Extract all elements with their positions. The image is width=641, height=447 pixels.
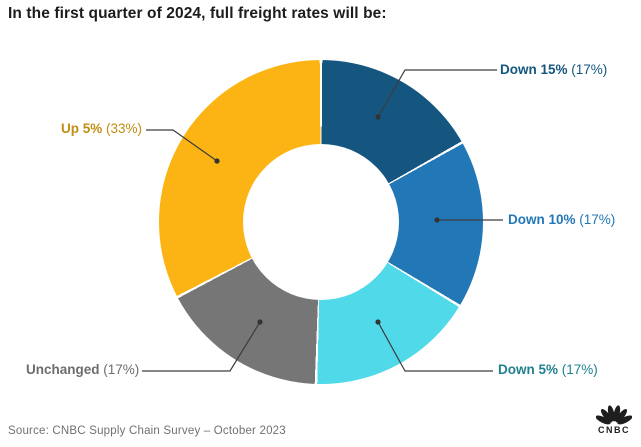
chart-title: In the first quarter of 2024, full freig… <box>8 5 387 22</box>
segment-label-up-5: Up 5% (33%) <box>52 121 142 136</box>
segment-name: Up 5% <box>60 121 103 136</box>
segment-name: Down 10% <box>508 212 576 227</box>
source-text: Source: CNBC Supply Chain Survey – Octob… <box>8 425 286 437</box>
segment-name: Unchanged <box>26 362 100 377</box>
segment-label-down-10: Down 10% (17%) <box>508 212 615 227</box>
cnbc-wordmark: CNBC <box>598 425 630 435</box>
segment-name: Down 5% <box>498 362 559 377</box>
donut-chart <box>159 60 483 384</box>
segment-label-down-15: Down 15% (17%) <box>500 62 607 77</box>
segment-label-down-5: Down 5% (17%) <box>498 362 598 377</box>
segment-percent: (17%) <box>571 62 608 77</box>
peacock-icon <box>596 405 632 425</box>
cnbc-logo: CNBC <box>594 401 634 435</box>
segment-name: Down 15% <box>500 62 568 77</box>
segment-percent: (33%) <box>105 121 142 136</box>
segment-label-unchanged: Unchanged (17%) <box>26 362 140 377</box>
segment-percent: (17%) <box>579 212 616 227</box>
segment-percent: (17%) <box>103 362 140 377</box>
segment-percent: (17%) <box>561 362 598 377</box>
